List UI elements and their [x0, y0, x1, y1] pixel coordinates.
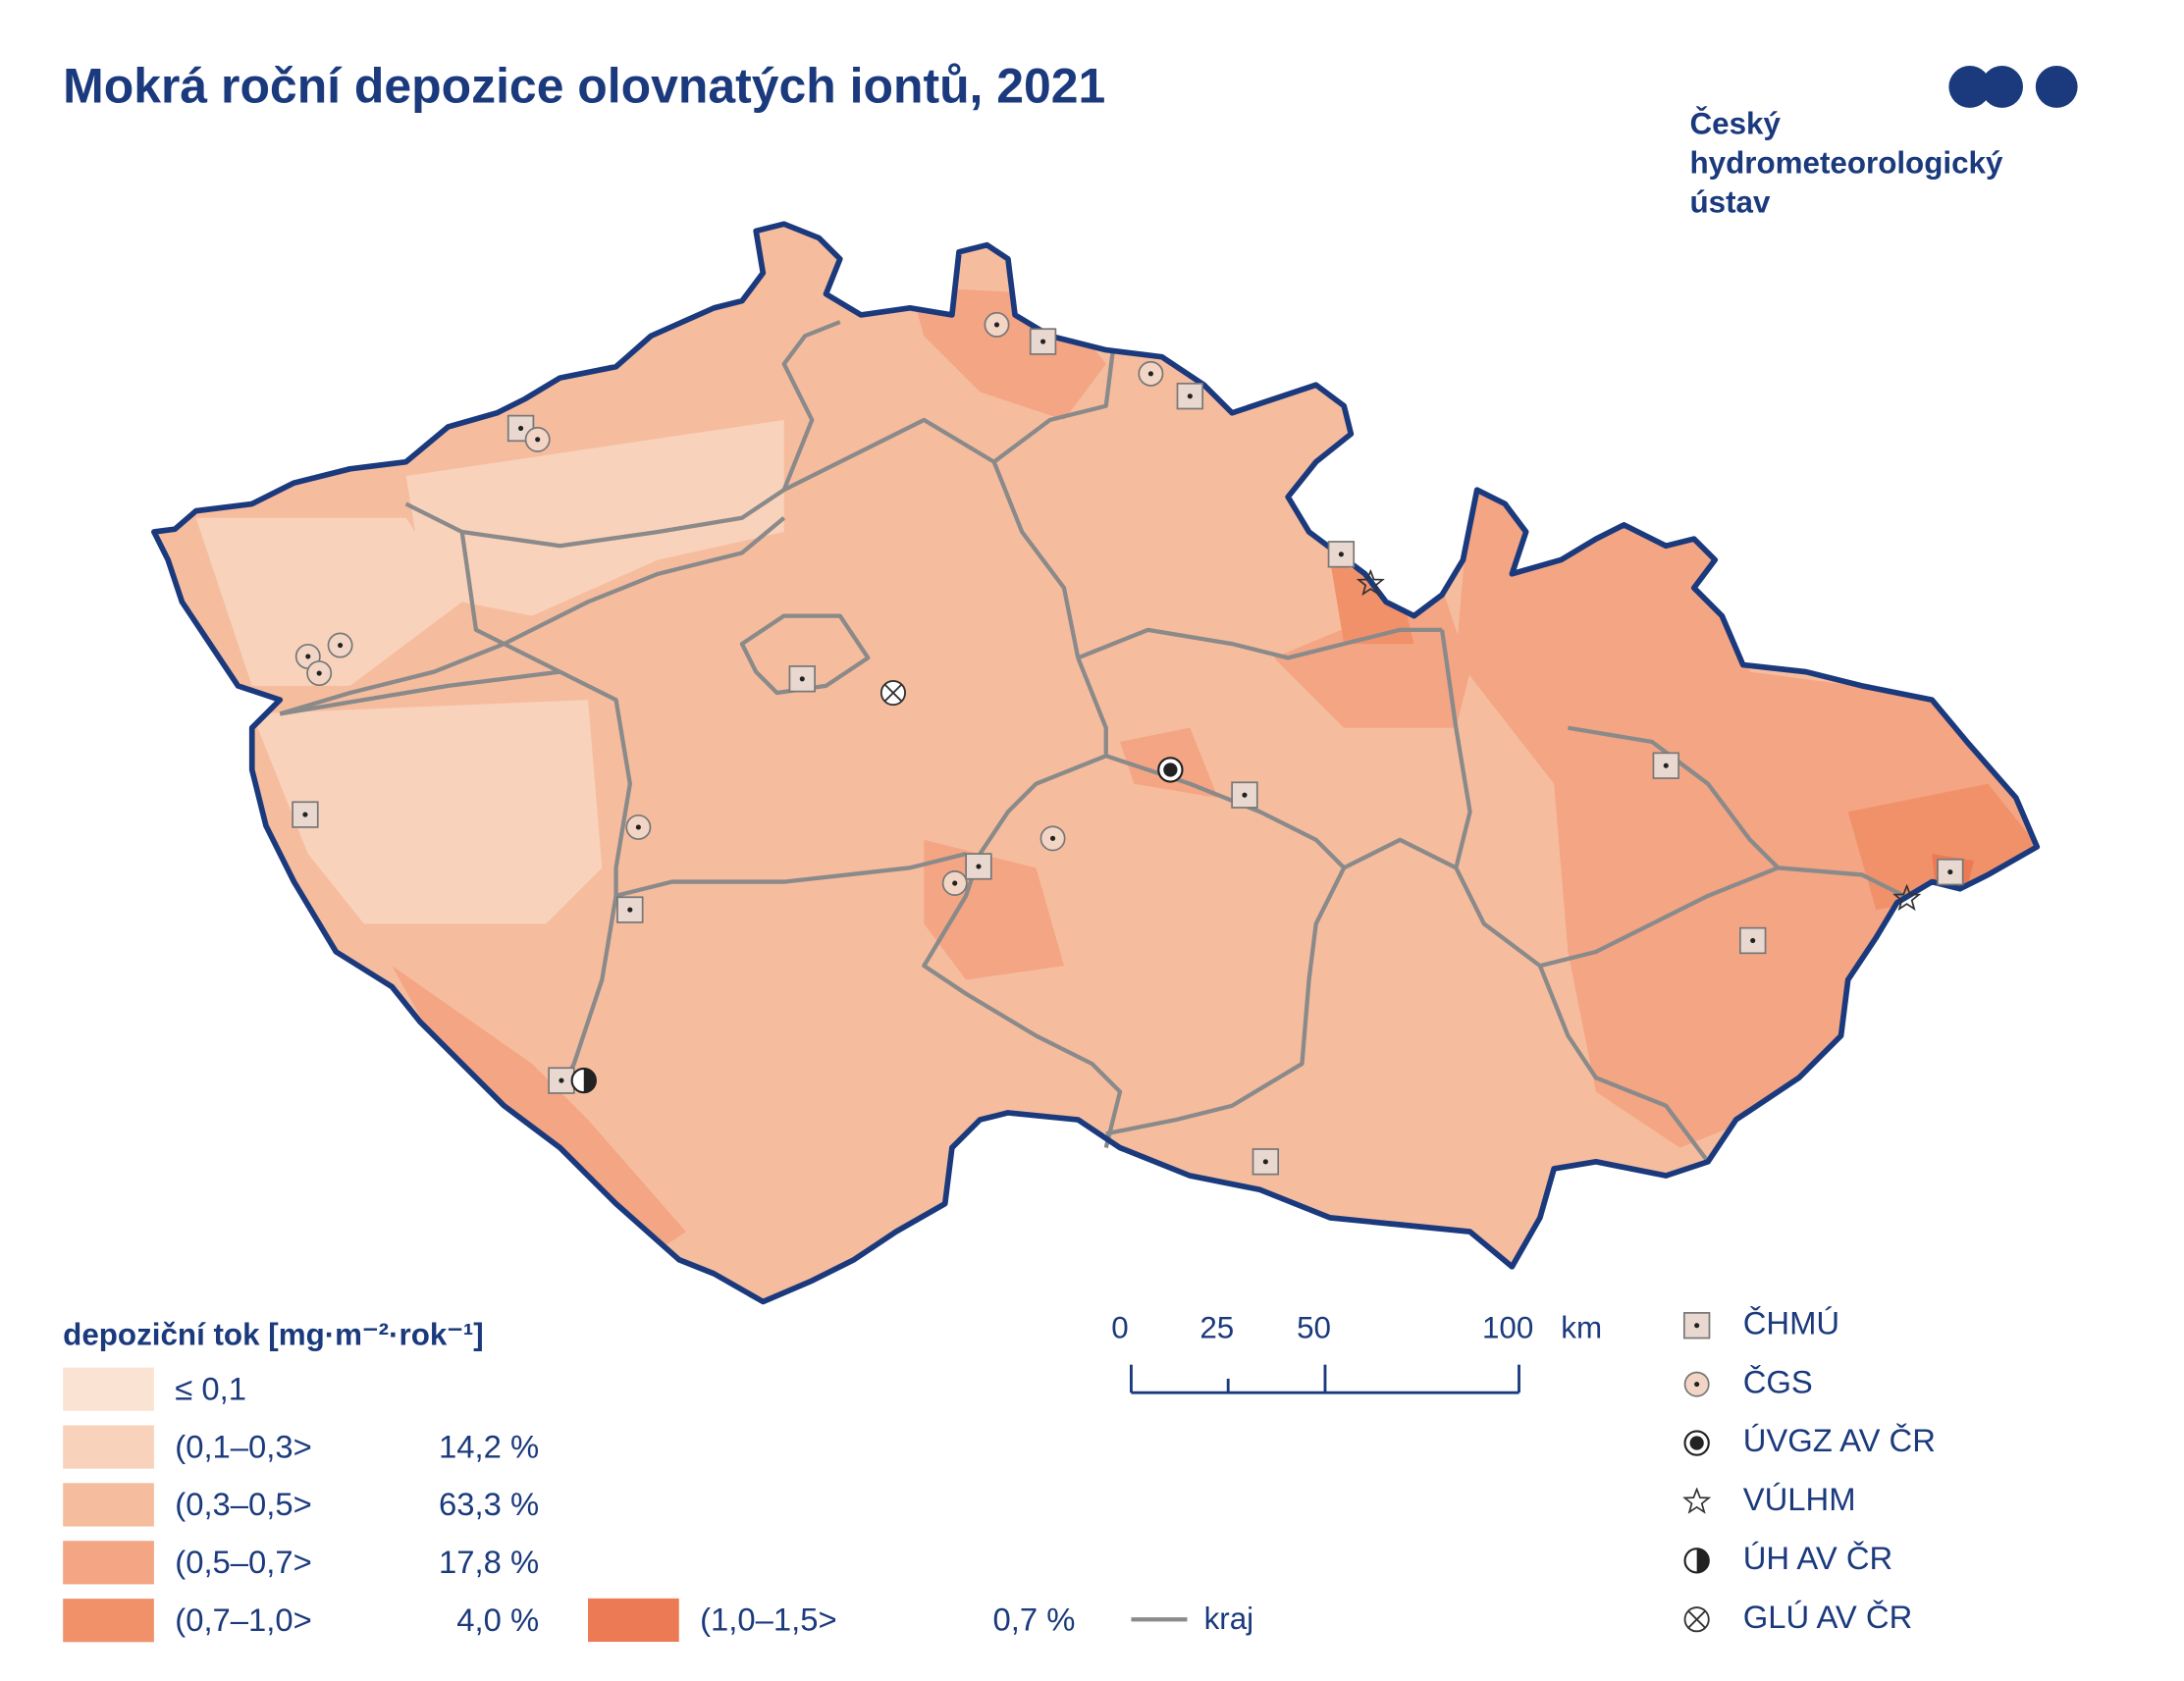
station [524, 426, 551, 452]
station [1231, 781, 1258, 809]
deposition-area [1329, 559, 1414, 645]
kraj-border [1105, 867, 1347, 1136]
station-legend-label: ÚH AV ČR [1743, 1540, 1892, 1576]
kraj-border [503, 642, 967, 898]
station [570, 1067, 597, 1094]
scale-label: 100 [1482, 1310, 1533, 1344]
logo-text: Český [1690, 106, 1782, 141]
deposition-area [392, 966, 686, 1260]
kraj-border [1439, 629, 1472, 868]
station [1327, 541, 1356, 568]
station-legend-label: ČHMÚ [1743, 1304, 1839, 1340]
station [1739, 926, 1767, 955]
station [1652, 752, 1679, 779]
kraj-border [739, 613, 871, 696]
deposition-area [195, 517, 462, 686]
kraj-legend-label: kraj [1204, 1602, 1254, 1636]
logo-text: hydrometeorologický [1690, 146, 2003, 181]
legend-title: depoziční tok [mg·m⁻²·rok⁻¹] [63, 1317, 484, 1351]
station [1039, 825, 1066, 852]
scale-bar: 0 25 50 100 km [1111, 1310, 1602, 1394]
station [1138, 360, 1164, 387]
legend-label: ≤ 0,1 [175, 1370, 246, 1406]
station-legend-icon [1683, 1430, 1710, 1456]
station [941, 870, 968, 896]
station [788, 665, 816, 693]
station [965, 853, 992, 880]
legend-label: (0,5–0,7> [175, 1544, 312, 1580]
logo-dot [1948, 66, 1992, 108]
map [140, 210, 2058, 1330]
title: Mokrá roční depozice olovnatých iontů, 2… [63, 58, 1105, 113]
station [1029, 328, 1057, 355]
legend-share: 63,3 % [439, 1486, 539, 1522]
station [1937, 858, 1964, 886]
legend-label: (0,3–0,5> [175, 1486, 312, 1522]
station-legend-label: ČGS [1743, 1363, 1813, 1399]
station [984, 311, 1010, 338]
station-legend-icon [1683, 1548, 1710, 1574]
scale-label: 50 [1297, 1310, 1331, 1344]
legend-share: 0,7 % [993, 1602, 1076, 1638]
station-legend-icon [1683, 1488, 1710, 1513]
legend: ≤ 0,1 (0,1–0,3> 14,2 % (0,3–0,5> 63,3 % (0,5–… [63, 1367, 1076, 1643]
station [327, 632, 353, 658]
station [292, 801, 319, 828]
station-legend-label: ÚVGZ AV ČR [1743, 1422, 1936, 1458]
legend-swatch [63, 1425, 154, 1469]
station [616, 896, 644, 923]
station [1252, 1148, 1280, 1176]
logo-dot [2035, 66, 2078, 108]
station-legend-icon [1683, 1606, 1710, 1633]
station [625, 814, 652, 840]
scale-unit: km [1561, 1310, 1602, 1344]
station-legend: ČHMÚ ČGS ÚVGZ AV ČR VÚLHM ÚH AV ČR GLÚ A… [1682, 1304, 1936, 1635]
kraj-border [1568, 725, 1780, 869]
station-legend-label: GLÚ AV ČR [1743, 1599, 1913, 1635]
legend-label: (0,1–0,3> [175, 1428, 312, 1464]
logo-text: ústav [1690, 185, 1771, 220]
deposition-area [251, 700, 603, 924]
kraj-border [1539, 866, 1905, 969]
station-legend-icon [1683, 1371, 1710, 1397]
logo: Český hydrometeorologický ústav [1690, 66, 2078, 220]
station-legend-label: VÚLHM [1743, 1481, 1856, 1517]
station [879, 679, 907, 707]
kraj-border [1077, 627, 1443, 660]
legend-label: (1,0–1,5> [700, 1602, 837, 1638]
legend-label: (0,7–1,0> [175, 1602, 312, 1638]
scale-label: 25 [1199, 1310, 1234, 1344]
scale-label: 0 [1111, 1310, 1128, 1344]
station [1176, 382, 1204, 410]
legend-swatch [588, 1598, 679, 1643]
kraj-border [279, 669, 560, 716]
kraj-border [503, 516, 786, 647]
legend-share: 17,8 % [439, 1544, 539, 1580]
deposition-area [1273, 588, 1470, 728]
logo-dot [1981, 66, 2023, 108]
station-legend-icon [1682, 1312, 1711, 1340]
station [306, 660, 333, 687]
legend-share: 14,2 % [439, 1428, 539, 1464]
deposition-area [1456, 490, 2038, 1148]
legend-swatch [63, 1599, 154, 1643]
legend-share: 4,0 % [456, 1602, 539, 1638]
deposition-area [405, 419, 784, 616]
kraj-border [992, 349, 1116, 464]
station [1157, 757, 1184, 783]
station [548, 1067, 575, 1094]
legend-swatch [63, 1483, 154, 1527]
legend-swatch [63, 1367, 154, 1411]
legend-swatch [63, 1541, 154, 1585]
